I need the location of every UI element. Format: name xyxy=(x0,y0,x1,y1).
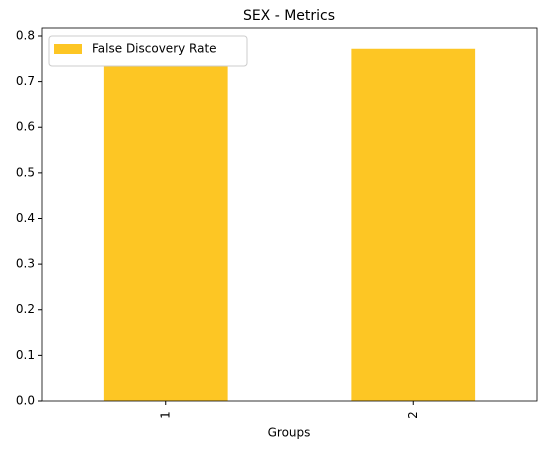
axes-frame xyxy=(41,27,538,402)
bar xyxy=(103,65,228,401)
y-tick-label: 0.3 xyxy=(16,257,35,271)
x-axis-label: Groups xyxy=(268,426,311,440)
y-tick-label: 0.0 xyxy=(16,394,35,408)
x-tick-label: 1 xyxy=(158,411,172,419)
y-tick-label: 0.8 xyxy=(16,28,35,42)
bar xyxy=(351,48,476,401)
y-tick-label: 0.5 xyxy=(16,165,35,179)
y-tick-label: 0.7 xyxy=(16,74,35,88)
legend-label: False Discovery Rate xyxy=(92,42,217,56)
legend-swatch xyxy=(54,44,82,54)
y-tick-label: 0.4 xyxy=(16,211,35,225)
y-tick-label: 0.6 xyxy=(16,120,35,134)
y-tick-label: 0.2 xyxy=(16,302,35,316)
x-tick-label: 2 xyxy=(406,411,420,419)
chart-title: SEX - Metrics xyxy=(243,8,335,24)
y-tick-label: 0.1 xyxy=(16,348,35,362)
legend-box xyxy=(48,35,248,67)
